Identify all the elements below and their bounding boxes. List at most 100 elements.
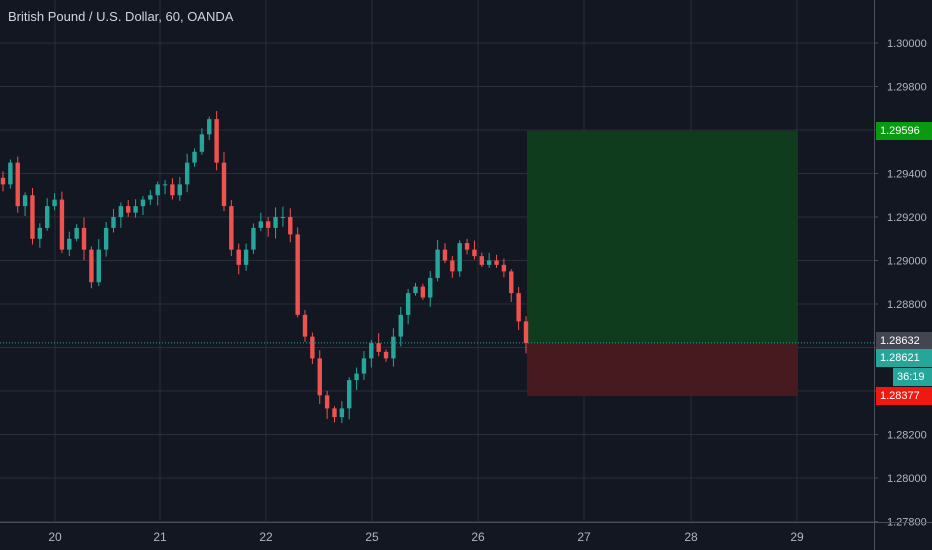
- candle: [354, 367, 359, 390]
- candle: [288, 208, 293, 243]
- time-tick-label: 22: [259, 530, 273, 544]
- price-tick-label: 1.29400: [887, 169, 927, 181]
- candle: [22, 192, 28, 216]
- candle: [96, 239, 101, 287]
- candle: [347, 377, 352, 420]
- candle: [494, 254, 499, 268]
- stop-price-tag: 1.28377: [876, 387, 932, 405]
- reference-price-tag: 1.28632: [876, 331, 932, 350]
- candle: [295, 227, 300, 318]
- price-tick-label: 1.29200: [887, 212, 927, 224]
- price-tick-label: 1.28000: [887, 473, 927, 485]
- candle: [413, 282, 418, 296]
- time-tick-label: 20: [48, 530, 62, 544]
- candle: [450, 255, 455, 278]
- time-tick-label: 25: [365, 530, 379, 544]
- candle: [428, 271, 433, 307]
- time-axis[interactable]: 20 21 22 25 26 27 28 29: [0, 522, 932, 545]
- price-tick-label: 1.28200: [887, 430, 927, 442]
- candle: [361, 351, 367, 380]
- loss-zone[interactable]: [527, 343, 798, 397]
- candle: [140, 196, 146, 216]
- price-tick-label: 1.29800: [887, 82, 927, 94]
- candle: [170, 178, 175, 200]
- candle: [111, 208, 116, 233]
- candle: [15, 156, 20, 213]
- candle: [199, 128, 205, 155]
- candle: [324, 390, 330, 419]
- candle: [67, 231, 72, 257]
- candle: [81, 217, 87, 261]
- candle: [133, 199, 138, 218]
- candle: [177, 176, 182, 201]
- symbol-title[interactable]: British Pound / U.S. Dollar, 60, OANDA: [8, 9, 234, 24]
- candle: [126, 200, 131, 217]
- candle: [207, 116, 212, 141]
- candle: [192, 148, 197, 167]
- candle: [229, 200, 234, 257]
- candle: [398, 306, 403, 347]
- price-tick-label: 1.30000: [887, 38, 927, 50]
- time-tick-label: 28: [684, 530, 698, 544]
- profit-zone[interactable]: [527, 130, 798, 344]
- candle: [501, 258, 507, 278]
- time-tick-label: 27: [577, 530, 591, 544]
- candle: [310, 332, 315, 364]
- candle: [155, 181, 160, 206]
- candle: [236, 243, 241, 275]
- candle: [339, 401, 345, 424]
- last-price-tag: 1.28621: [876, 348, 932, 367]
- candle: [265, 216, 271, 237]
- candle: [405, 288, 411, 325]
- candle: [442, 243, 448, 264]
- candle: [243, 243, 249, 271]
- candle: [8, 159, 13, 189]
- candle: [89, 246, 94, 289]
- candle: [369, 339, 374, 368]
- price-tick-label: 1.29000: [887, 256, 927, 268]
- long-position-tool[interactable]: [527, 130, 798, 397]
- time-tick-label: 21: [153, 530, 167, 544]
- candle: [30, 187, 35, 245]
- candle: [317, 350, 322, 404]
- candle: [332, 406, 337, 423]
- candle: [118, 202, 124, 228]
- candle: [509, 269, 514, 302]
- candle: [74, 224, 79, 242]
- bar-countdown-tag: 36:19: [893, 367, 932, 386]
- time-tick-label: 26: [471, 530, 485, 544]
- candle: [383, 349, 389, 362]
- candle: [391, 328, 396, 367]
- candle: [464, 238, 470, 255]
- candle: [0, 171, 6, 192]
- candle: [302, 309, 308, 342]
- candle: [376, 333, 381, 357]
- candle: [486, 252, 492, 268]
- candle: [184, 153, 190, 193]
- candle: [59, 191, 65, 254]
- candle: [523, 316, 529, 354]
- candle: [258, 212, 264, 232]
- time-tick-label: 29: [790, 530, 804, 544]
- candle: [472, 240, 477, 260]
- candle: [103, 222, 109, 257]
- candle: [37, 223, 43, 248]
- candlestick-series: [0, 111, 529, 424]
- candle: [221, 152, 227, 212]
- candle: [52, 193, 57, 211]
- candle: [162, 180, 168, 195]
- candle: [516, 287, 521, 331]
- candle: [214, 111, 219, 171]
- candle: [273, 207, 278, 239]
- candle: [251, 223, 256, 254]
- candle: [148, 190, 153, 205]
- target-price-tag: 1.29596: [876, 121, 932, 140]
- candle: [457, 240, 462, 277]
- candle: [44, 198, 50, 231]
- price-tick-label: 1.28800: [887, 299, 927, 311]
- candle: [435, 240, 440, 282]
- price-axis[interactable]: 1.300001.298001.296001.294001.292001.290…: [874, 0, 927, 550]
- candle: [280, 206, 286, 227]
- candle: [479, 252, 485, 268]
